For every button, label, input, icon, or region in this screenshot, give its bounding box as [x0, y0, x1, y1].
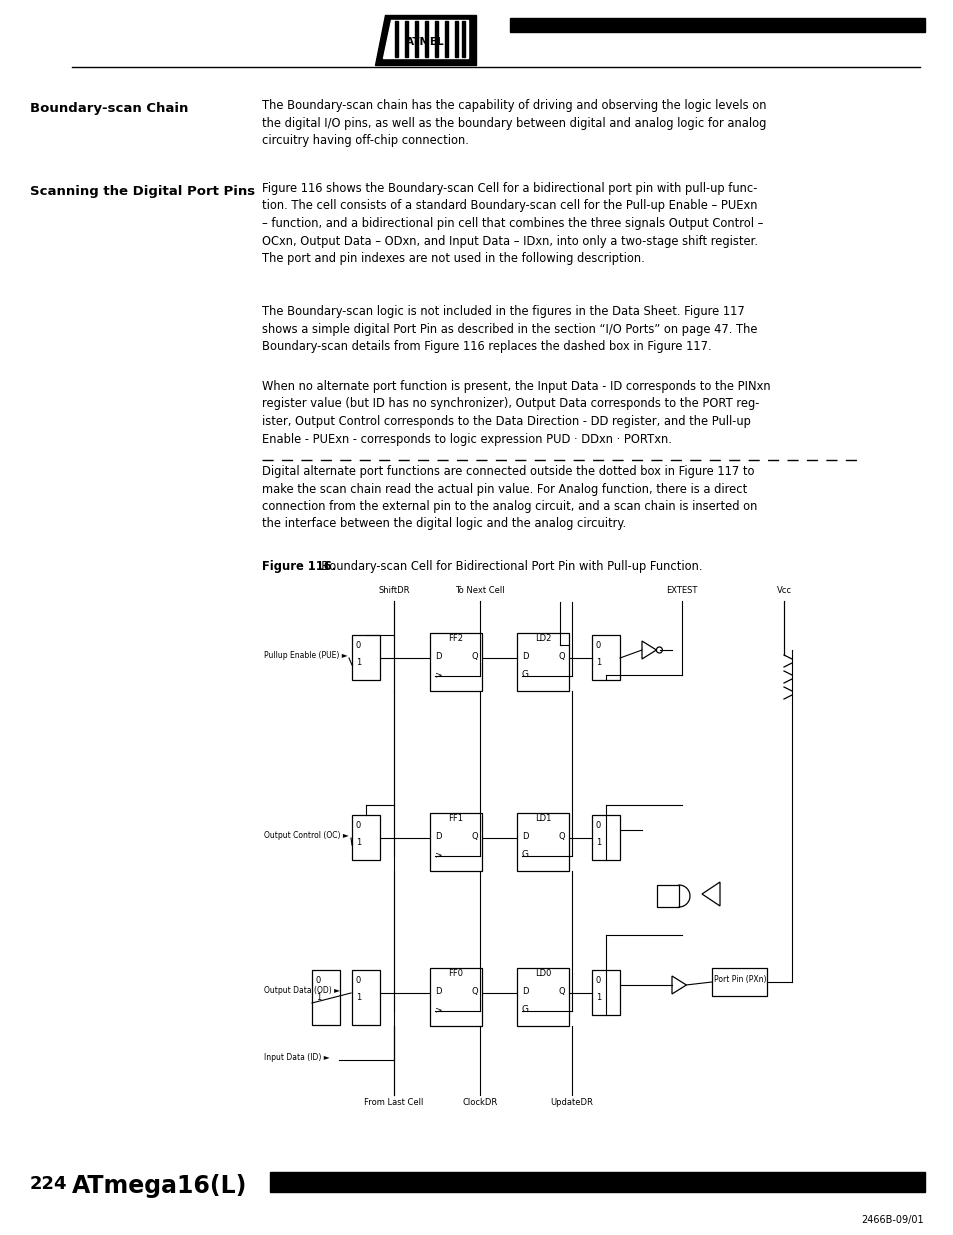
- Bar: [270, 1172, 924, 1192]
- Text: 1: 1: [596, 839, 600, 847]
- Text: 2466B-09/01: 2466B-09/01: [861, 1215, 923, 1225]
- Text: ShiftDR: ShiftDR: [377, 585, 410, 595]
- Bar: [592, 635, 619, 680]
- Text: To Next Cell: To Next Cell: [455, 585, 504, 595]
- Text: FF1: FF1: [448, 814, 463, 823]
- Text: LD2: LD2: [535, 634, 551, 643]
- Polygon shape: [382, 20, 468, 58]
- Bar: [395, 21, 397, 57]
- Text: LD1: LD1: [535, 814, 551, 823]
- Bar: [312, 969, 339, 1025]
- Text: D: D: [435, 652, 441, 661]
- Bar: [430, 968, 481, 1026]
- Text: 0: 0: [596, 976, 600, 986]
- Text: FF2: FF2: [448, 634, 463, 643]
- Text: >: >: [435, 1005, 442, 1014]
- Bar: [424, 21, 428, 57]
- Text: Figure 116.: Figure 116.: [262, 559, 335, 573]
- Text: UpdateDR: UpdateDR: [550, 1098, 593, 1107]
- Bar: [430, 813, 481, 871]
- Bar: [510, 19, 924, 32]
- Text: 1: 1: [355, 993, 361, 1002]
- Text: Output Data (OD) ►: Output Data (OD) ►: [264, 986, 339, 995]
- Text: Q: Q: [472, 832, 478, 841]
- Text: Q: Q: [472, 987, 478, 995]
- Text: 0: 0: [596, 821, 600, 830]
- Text: G: G: [521, 1005, 529, 1014]
- Text: 1: 1: [596, 658, 600, 667]
- Text: 0: 0: [355, 976, 361, 986]
- Text: >: >: [435, 671, 442, 679]
- Text: Digital alternate port functions are connected outside the dotted box in Figure : Digital alternate port functions are con…: [262, 466, 757, 531]
- Text: Boundary-scan Cell for Bidirectional Port Pin with Pull-up Function.: Boundary-scan Cell for Bidirectional Por…: [314, 559, 701, 573]
- Bar: [435, 21, 437, 57]
- Bar: [592, 815, 619, 860]
- Bar: [415, 21, 417, 57]
- Text: The Boundary-scan logic is not included in the figures in the Data Sheet. Figure: The Boundary-scan logic is not included …: [262, 305, 757, 353]
- Bar: [352, 815, 379, 860]
- Text: 0: 0: [355, 641, 361, 650]
- Bar: [444, 21, 448, 57]
- Text: Scanning the Digital Port Pins: Scanning the Digital Port Pins: [30, 185, 254, 198]
- Text: Boundary-scan Chain: Boundary-scan Chain: [30, 103, 188, 115]
- Text: When no alternate port function is present, the Input Data - ID corresponds to t: When no alternate port function is prese…: [262, 380, 770, 446]
- Text: D: D: [521, 832, 528, 841]
- Text: 1: 1: [355, 658, 361, 667]
- Polygon shape: [375, 15, 476, 65]
- Text: D: D: [435, 832, 441, 841]
- Bar: [352, 969, 379, 1025]
- Bar: [657, 885, 679, 906]
- Text: 224: 224: [30, 1174, 68, 1193]
- Bar: [517, 813, 568, 871]
- Text: G: G: [521, 671, 529, 679]
- Text: The Boundary-scan chain has the capability of driving and observing the logic le: The Boundary-scan chain has the capabili…: [262, 99, 765, 147]
- Text: Q: Q: [558, 832, 565, 841]
- Bar: [455, 21, 457, 57]
- Text: ATMEL: ATMEL: [405, 37, 444, 47]
- Text: D: D: [521, 652, 528, 661]
- Text: Input Data (ID) ►: Input Data (ID) ►: [264, 1053, 330, 1062]
- Text: D: D: [435, 987, 441, 995]
- Text: Port Pin (PXn): Port Pin (PXn): [713, 974, 765, 984]
- Bar: [517, 968, 568, 1026]
- Text: 0: 0: [315, 976, 321, 986]
- Text: Vcc: Vcc: [776, 585, 791, 595]
- Bar: [592, 969, 619, 1015]
- Text: ATmega16(L): ATmega16(L): [71, 1174, 247, 1198]
- Text: Q: Q: [558, 652, 565, 661]
- Text: Pullup Enable (PUE) ►: Pullup Enable (PUE) ►: [264, 651, 347, 659]
- Text: LD0: LD0: [535, 969, 551, 978]
- Text: ClockDR: ClockDR: [462, 1098, 497, 1107]
- Bar: [461, 21, 464, 57]
- Text: D: D: [521, 987, 528, 995]
- Text: 1: 1: [315, 993, 321, 1002]
- Text: Figure 116 shows the Boundary-scan Cell for a bidirectional port pin with pull-u: Figure 116 shows the Boundary-scan Cell …: [262, 182, 762, 266]
- Text: FF0: FF0: [448, 969, 463, 978]
- Text: 1: 1: [355, 839, 361, 847]
- Text: 1: 1: [596, 993, 600, 1002]
- Text: Q: Q: [472, 652, 478, 661]
- Text: From Last Cell: From Last Cell: [364, 1098, 423, 1107]
- Text: >: >: [435, 850, 442, 860]
- Text: 0: 0: [355, 821, 361, 830]
- Text: 0: 0: [596, 641, 600, 650]
- Bar: [405, 21, 408, 57]
- Text: EXTEST: EXTEST: [665, 585, 697, 595]
- Bar: [517, 634, 568, 692]
- Bar: [352, 635, 379, 680]
- Text: Output Control (OC) ►: Output Control (OC) ►: [264, 831, 349, 840]
- Text: G: G: [521, 850, 529, 860]
- Bar: [711, 968, 766, 995]
- Text: Q: Q: [558, 987, 565, 995]
- Bar: [430, 634, 481, 692]
